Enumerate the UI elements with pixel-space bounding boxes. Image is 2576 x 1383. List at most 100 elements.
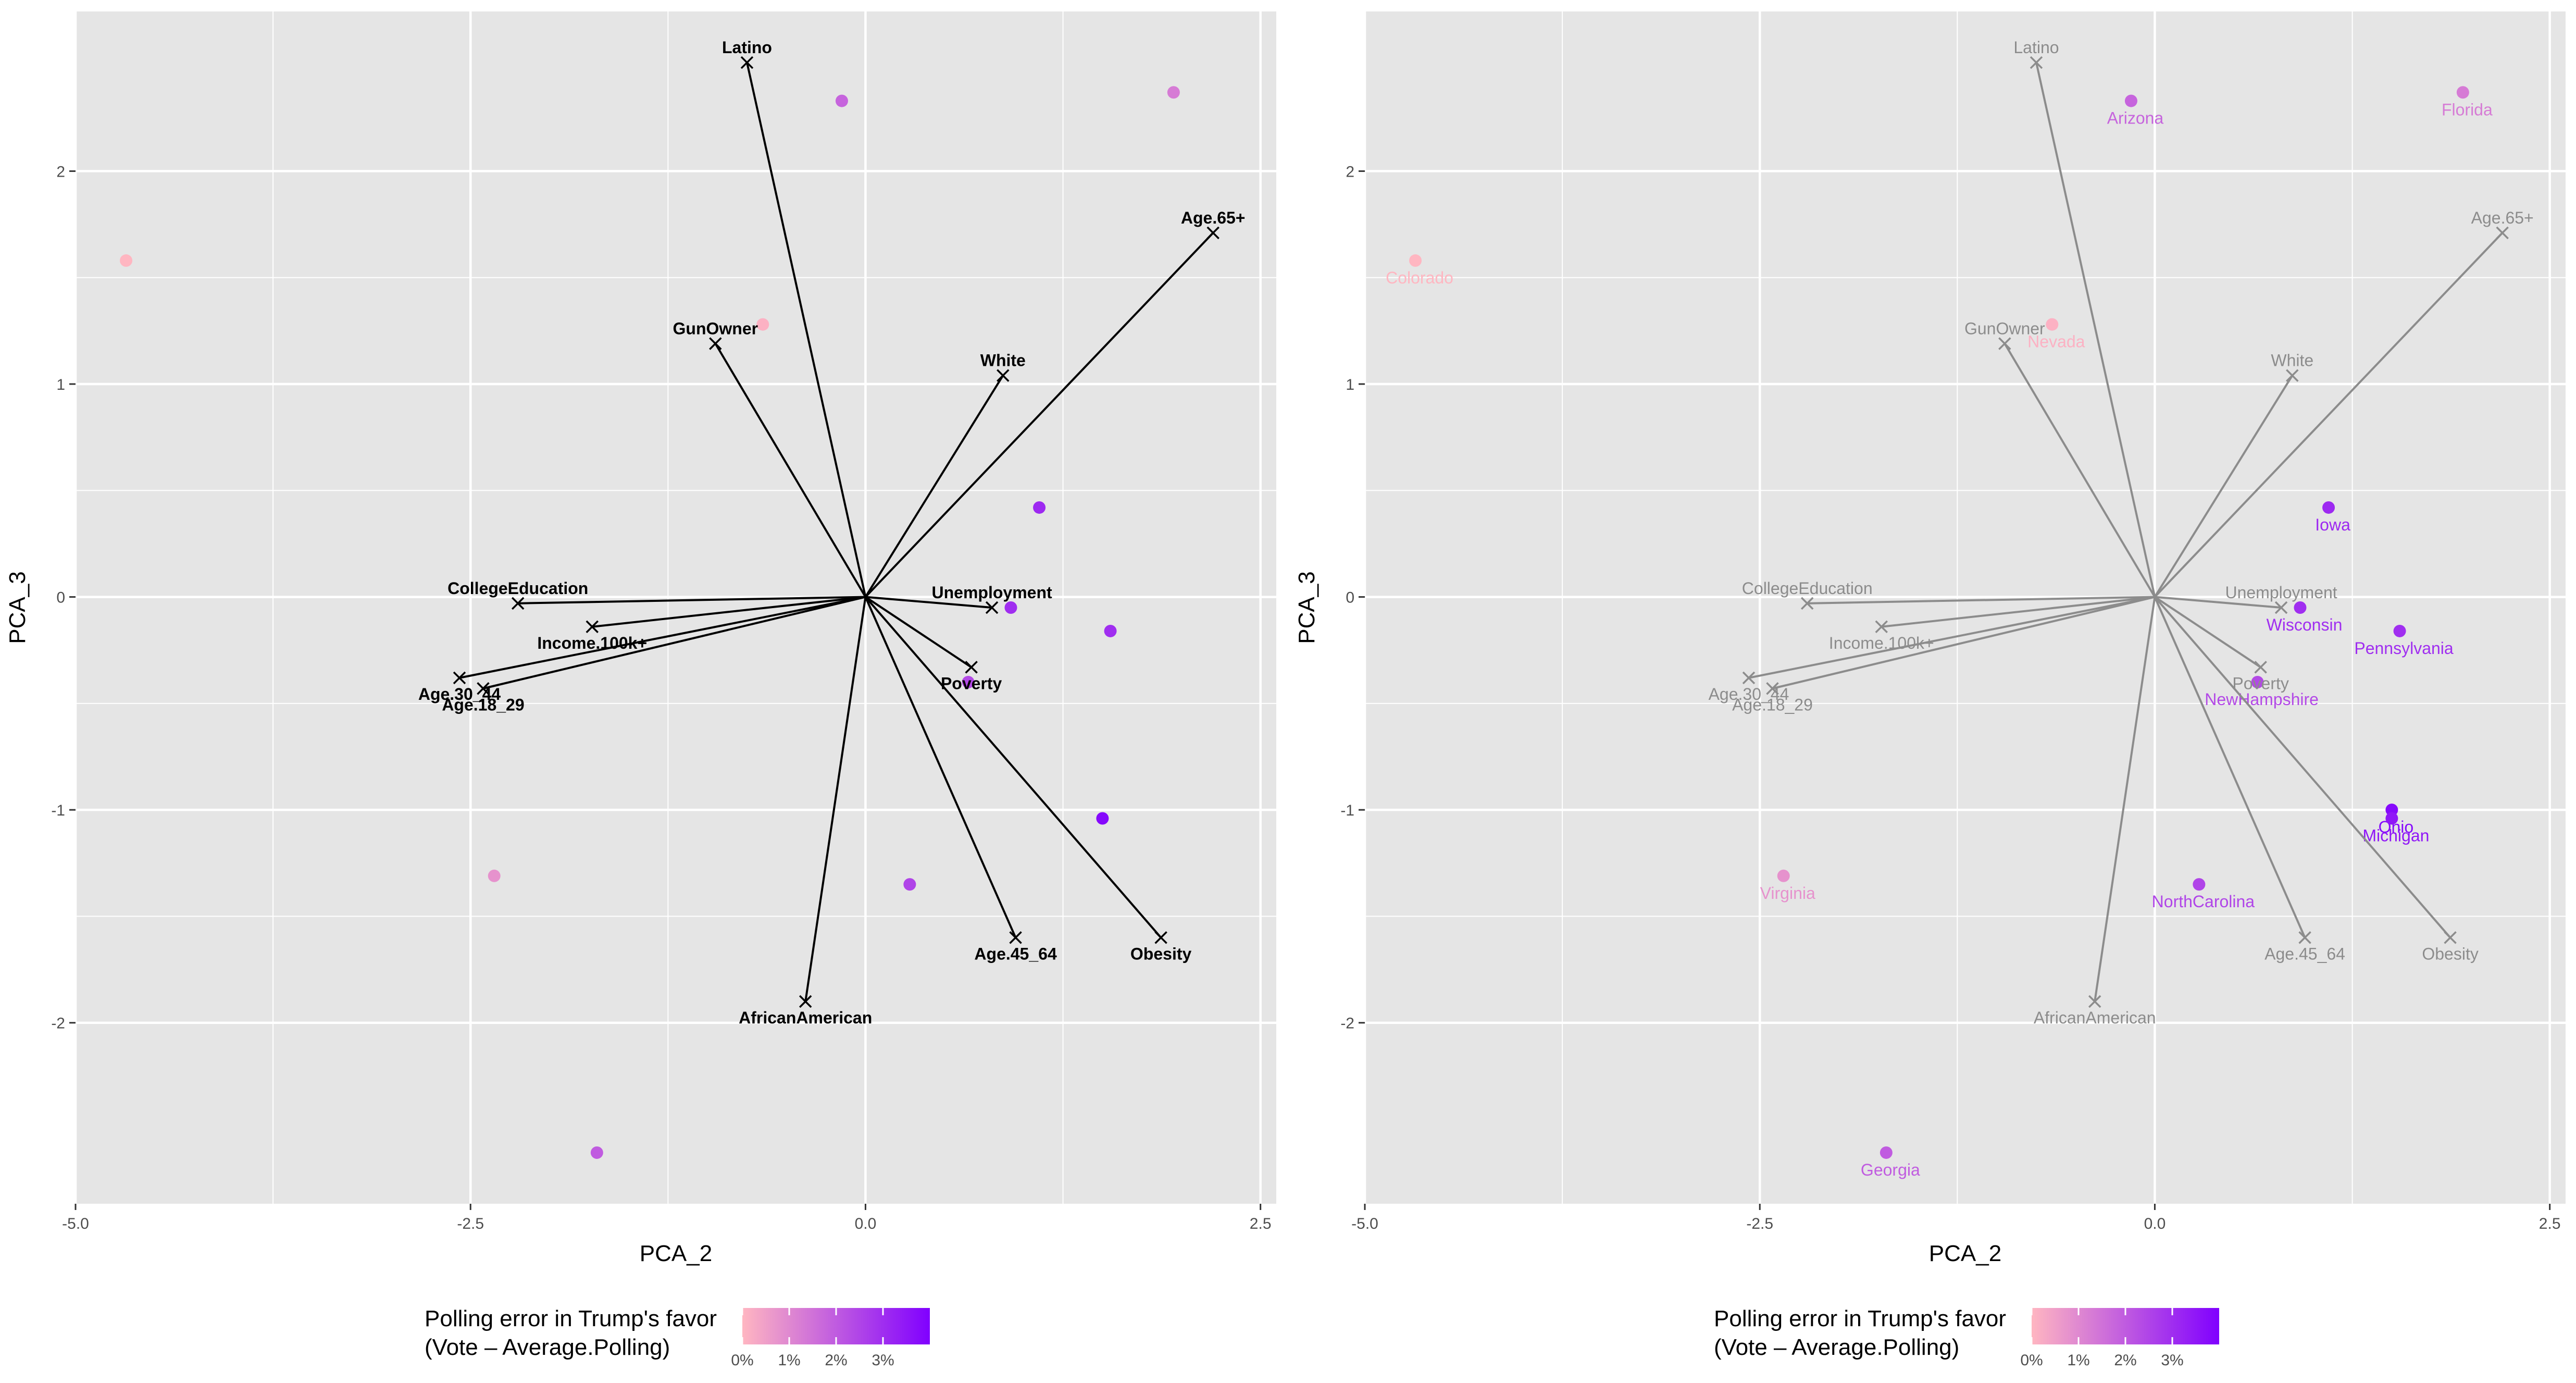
loading-label: White xyxy=(2271,351,2313,370)
loading-marker xyxy=(1154,931,1167,944)
point-label: NorthCarolina xyxy=(2152,892,2255,911)
legend-tick-label: 3% xyxy=(2161,1352,2183,1369)
loading-marker xyxy=(1998,337,2011,350)
legend-title-line2: (Vote – Average.Polling) xyxy=(425,1335,670,1360)
data-points: Colorado Arizona Florida Nevada Iowa Wisconsi… xyxy=(1386,86,2493,1179)
loading-line xyxy=(2154,596,2451,939)
loading-marker xyxy=(1009,931,1022,944)
loading-marker xyxy=(2496,226,2509,240)
loading-marker xyxy=(2088,995,2101,1008)
loading-line xyxy=(864,596,1017,939)
x-axis-title: PCA_2 xyxy=(640,1241,712,1266)
legend-tick-label: 0% xyxy=(731,1352,753,1369)
data-point xyxy=(2456,86,2469,99)
loading-line xyxy=(2003,343,2156,598)
data-point xyxy=(1167,86,1180,99)
loading-marker xyxy=(2444,931,2457,944)
panel-background xyxy=(1365,11,2566,1204)
color-legend-2: Polling error in Trump's favor (Vote – Av… xyxy=(1714,1306,2219,1369)
loading-marker xyxy=(1742,671,1756,685)
data-point xyxy=(1777,869,1790,882)
loading-marker xyxy=(453,671,466,685)
loading-line xyxy=(714,343,867,598)
loading-vectors: Latino Age.65+ GunOwner White CollegeEducati… xyxy=(1709,38,2534,1027)
loading-line xyxy=(804,597,867,1002)
loading-label: Age.18_29 xyxy=(442,695,524,714)
loading-label: Poverty xyxy=(941,674,1002,693)
y-tick-label: -2 xyxy=(51,1015,65,1032)
loading-label: Age.65+ xyxy=(1181,208,1246,227)
data-point xyxy=(2046,318,2059,331)
point-label: Michigan xyxy=(2362,826,2429,845)
loading-label: Age.18_29 xyxy=(1732,695,1813,714)
chart-panel-1: -5.0 -2.5 0.0 2.5 -2 -1 0 1 2 PCA_2 PCA_3 Latino Age… xyxy=(5,11,1276,1266)
data-point xyxy=(1004,601,1017,614)
loading-label: Poverty xyxy=(2232,674,2288,693)
x-tick-label: 2.5 xyxy=(1250,1215,1272,1232)
loading-line xyxy=(459,596,866,679)
loading-label: Obesity xyxy=(2422,944,2478,963)
loading-line xyxy=(592,596,866,628)
x-tick-label: -2.5 xyxy=(1746,1215,1773,1232)
point-label: Nevada xyxy=(2027,332,2085,351)
loading-label: Age.45_64 xyxy=(974,944,1057,963)
point-label: Florida xyxy=(2442,100,2493,119)
loading-marker xyxy=(997,369,1010,382)
loading-marker xyxy=(799,995,812,1008)
loading-label: GunOwner xyxy=(673,319,758,338)
legends: Polling error in Trump's favor (Vote – Av… xyxy=(425,1306,2219,1369)
y-tick-label: 1 xyxy=(1346,376,1354,393)
loading-line xyxy=(518,596,866,604)
loading-line xyxy=(864,596,1162,939)
loading-vectors: Latino Age.65+ GunOwner White CollegeEducati… xyxy=(418,38,1246,1027)
data-point xyxy=(903,878,916,891)
loading-label: White xyxy=(980,351,1026,370)
loading-marker xyxy=(985,601,999,614)
data-point xyxy=(488,869,501,882)
loading-marker xyxy=(1206,226,1219,240)
point-label: Georgia xyxy=(1861,1160,1920,1179)
data-point xyxy=(1409,254,1422,267)
y-tick-label: 2 xyxy=(1346,163,1354,180)
data-point xyxy=(2385,812,2398,825)
data-point xyxy=(835,94,848,107)
legend-tick-label: 2% xyxy=(825,1352,847,1369)
x-tick-label: -2.5 xyxy=(457,1215,484,1232)
data-point xyxy=(120,254,133,267)
y-tick-label: 0 xyxy=(56,589,65,607)
x-tick-label: 0.0 xyxy=(2144,1215,2166,1232)
legend-tick-label: 1% xyxy=(778,1352,800,1369)
loading-line xyxy=(483,596,866,690)
loading-label: CollegeEducation xyxy=(447,579,588,598)
legend-tick-label: 0% xyxy=(2020,1352,2043,1369)
loading-marker xyxy=(740,56,754,69)
loading-line xyxy=(2154,596,2306,939)
loading-line xyxy=(865,596,972,669)
loading-label: Income.100k+ xyxy=(537,634,647,652)
loading-label: Income.100k+ xyxy=(1829,634,1934,652)
loading-label: AfricanAmerican xyxy=(2034,1008,2156,1027)
x-tick-label: 2.5 xyxy=(2539,1215,2561,1232)
data-point xyxy=(1033,501,1046,514)
legend-title-line1: Polling error in Trump's favor xyxy=(425,1306,717,1331)
loading-line xyxy=(865,596,992,609)
data-point xyxy=(1880,1146,1893,1159)
color-legend-1: Polling error in Trump's favor (Vote – Av… xyxy=(425,1306,930,1369)
loading-marker xyxy=(586,620,599,634)
y-tick-label: -1 xyxy=(1340,802,1354,819)
data-point xyxy=(962,676,975,688)
y-tick-label: 1 xyxy=(56,376,65,393)
loading-line xyxy=(2155,596,2282,609)
loading-line xyxy=(1748,596,2155,679)
loading-line xyxy=(1772,596,2155,690)
x-tick-label: -5.0 xyxy=(62,1215,89,1232)
data-point xyxy=(590,1146,603,1159)
loading-label: Age.45_64 xyxy=(2264,944,2345,963)
y-tick-label: 0 xyxy=(1346,589,1354,607)
loading-marker xyxy=(1800,597,1814,610)
y-axis-title: PCA_3 xyxy=(1294,571,1320,644)
loading-label: Latino xyxy=(2013,38,2059,57)
data-points xyxy=(120,86,1180,1159)
